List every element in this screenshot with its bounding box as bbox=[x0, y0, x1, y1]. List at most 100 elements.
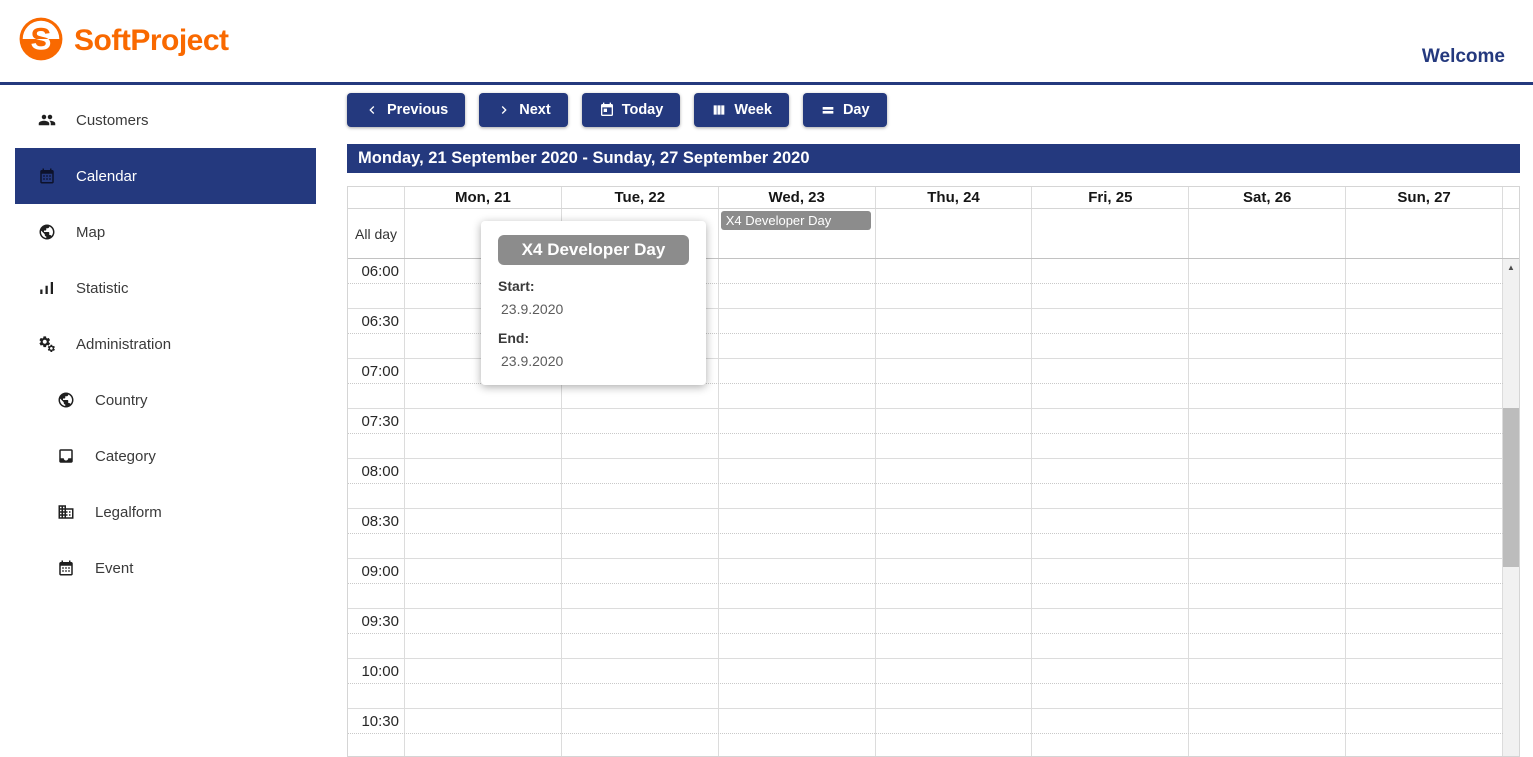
sidebar-item-map[interactable]: Map bbox=[15, 204, 316, 260]
day-rows-icon bbox=[820, 102, 836, 118]
time-grid-cell[interactable] bbox=[1032, 259, 1190, 308]
time-grid-cell[interactable] bbox=[562, 559, 719, 608]
sidebar-item-label: Statistic bbox=[76, 279, 129, 297]
time-grid-cell[interactable] bbox=[876, 509, 1033, 558]
sidebar-item-legalform[interactable]: Legalform bbox=[15, 484, 316, 540]
time-grid-cell[interactable] bbox=[405, 709, 562, 756]
time-grid-cell[interactable] bbox=[1189, 659, 1347, 708]
time-grid-cell[interactable] bbox=[719, 559, 876, 608]
time-grid-cell[interactable] bbox=[1346, 459, 1504, 508]
all-day-cell[interactable] bbox=[1346, 209, 1504, 258]
time-grid-cell[interactable] bbox=[1189, 309, 1347, 358]
sidebar-item-calendar[interactable]: Calendar bbox=[15, 148, 316, 204]
time-grid-cell[interactable] bbox=[876, 309, 1033, 358]
time-grid-cell[interactable] bbox=[719, 509, 876, 558]
time-grid-cell[interactable] bbox=[1189, 259, 1347, 308]
time-grid-cell[interactable] bbox=[719, 659, 876, 708]
time-grid-cell[interactable] bbox=[1346, 609, 1504, 658]
day-view-button[interactable]: Day bbox=[802, 93, 887, 127]
time-grid-cell[interactable] bbox=[876, 359, 1033, 408]
time-grid-cell[interactable] bbox=[405, 409, 562, 458]
time-grid-cell[interactable] bbox=[1032, 559, 1190, 608]
time-grid-cell[interactable] bbox=[562, 609, 719, 658]
sidebar-item-customers[interactable]: Customers bbox=[15, 92, 316, 148]
time-grid-cell[interactable] bbox=[876, 409, 1033, 458]
button-label: Previous bbox=[387, 102, 449, 118]
all-day-cell[interactable] bbox=[1189, 209, 1347, 258]
sidebar-item-country[interactable]: Country bbox=[15, 372, 316, 428]
time-grid-cell[interactable] bbox=[1189, 609, 1347, 658]
time-grid-cell[interactable] bbox=[562, 509, 719, 558]
all-day-cell[interactable] bbox=[876, 209, 1033, 258]
sidebar-item-statistic[interactable]: Statistic bbox=[15, 260, 316, 316]
time-grid-cell[interactable] bbox=[1032, 709, 1190, 756]
time-grid-cell[interactable] bbox=[1189, 409, 1347, 458]
time-grid-cell[interactable] bbox=[719, 609, 876, 658]
time-slot-row: 08:30 bbox=[348, 509, 1504, 559]
next-button[interactable]: Next bbox=[479, 93, 568, 127]
scroll-up-icon[interactable]: ▲ bbox=[1507, 262, 1515, 272]
scrollbar-thumb[interactable] bbox=[1503, 408, 1519, 567]
time-grid-cell[interactable] bbox=[876, 659, 1033, 708]
time-grid-cell[interactable] bbox=[876, 459, 1033, 508]
time-grid-cell[interactable] bbox=[405, 509, 562, 558]
scrollbar-spacer bbox=[1503, 187, 1519, 208]
time-grid-cell[interactable] bbox=[1346, 509, 1504, 558]
time-grid-cell[interactable] bbox=[562, 409, 719, 458]
time-grid-cell[interactable] bbox=[719, 309, 876, 358]
time-grid-cell[interactable] bbox=[562, 659, 719, 708]
time-grid-cell[interactable] bbox=[1189, 359, 1347, 408]
time-grid-cell[interactable] bbox=[1032, 409, 1190, 458]
time-grid-cell[interactable] bbox=[1189, 459, 1347, 508]
time-grid-cell[interactable] bbox=[719, 259, 876, 308]
time-grid-cell[interactable] bbox=[562, 709, 719, 756]
previous-button[interactable]: Previous bbox=[347, 93, 466, 127]
time-grid-cell[interactable] bbox=[405, 659, 562, 708]
time-grid-cell[interactable] bbox=[1032, 659, 1190, 708]
time-grid-cell[interactable] bbox=[1189, 709, 1347, 756]
time-grid-cell[interactable] bbox=[1032, 359, 1190, 408]
time-grid-cell[interactable] bbox=[1032, 609, 1190, 658]
time-grid-cell[interactable] bbox=[1346, 559, 1504, 608]
time-grid-cell[interactable] bbox=[719, 409, 876, 458]
week-view-button[interactable]: Week bbox=[694, 93, 789, 127]
time-grid-cell[interactable] bbox=[719, 359, 876, 408]
time-grid-cell[interactable] bbox=[876, 559, 1033, 608]
time-grid-cell[interactable] bbox=[1032, 509, 1190, 558]
sidebar-item-administration[interactable]: Administration bbox=[15, 316, 316, 372]
scheduler-header-row: Mon, 21 Tue, 22 Wed, 23 Thu, 24 Fri, 25 … bbox=[348, 187, 1519, 209]
calendar-today-icon bbox=[599, 102, 615, 118]
sidebar-item-category[interactable]: Category bbox=[15, 428, 316, 484]
time-grid-cell[interactable] bbox=[1189, 509, 1347, 558]
time-grid-cell[interactable] bbox=[1346, 259, 1504, 308]
time-grid-cell[interactable] bbox=[1346, 409, 1504, 458]
globe-icon bbox=[57, 391, 75, 409]
time-grid-cell[interactable] bbox=[1346, 709, 1504, 756]
time-grid-cell[interactable] bbox=[1346, 659, 1504, 708]
time-grid-cell[interactable] bbox=[1189, 559, 1347, 608]
time-grid-cell[interactable] bbox=[1032, 309, 1190, 358]
time-grid-cell[interactable] bbox=[405, 609, 562, 658]
all-day-cell[interactable] bbox=[1032, 209, 1190, 258]
time-grid-cell[interactable] bbox=[719, 459, 876, 508]
vertical-scrollbar[interactable]: ▲ bbox=[1503, 259, 1519, 756]
time-grid-cell[interactable] bbox=[719, 709, 876, 756]
day-header: Fri, 25 bbox=[1032, 187, 1190, 208]
time-grid-cell[interactable] bbox=[1346, 359, 1504, 408]
time-grid-cell[interactable] bbox=[405, 559, 562, 608]
scrollbar-spacer bbox=[1503, 209, 1519, 258]
all-day-cell[interactable]: X4 Developer Day bbox=[719, 209, 876, 258]
time-grid-cell[interactable] bbox=[405, 459, 562, 508]
time-grid-cell[interactable] bbox=[876, 259, 1033, 308]
time-grid-cell[interactable] bbox=[1346, 309, 1504, 358]
time-grid-cell[interactable] bbox=[876, 609, 1033, 658]
sidebar-item-event[interactable]: Event bbox=[15, 540, 316, 596]
all-day-cell[interactable] bbox=[562, 209, 719, 258]
time-grid-cell[interactable] bbox=[562, 459, 719, 508]
time-grid-cell[interactable] bbox=[1032, 459, 1190, 508]
today-button[interactable]: Today bbox=[581, 93, 681, 127]
all-day-event[interactable]: X4 Developer Day bbox=[720, 211, 871, 230]
sidebar: Customers Calendar Map Statistic bbox=[0, 88, 347, 757]
time-grid-cell[interactable] bbox=[876, 709, 1033, 756]
